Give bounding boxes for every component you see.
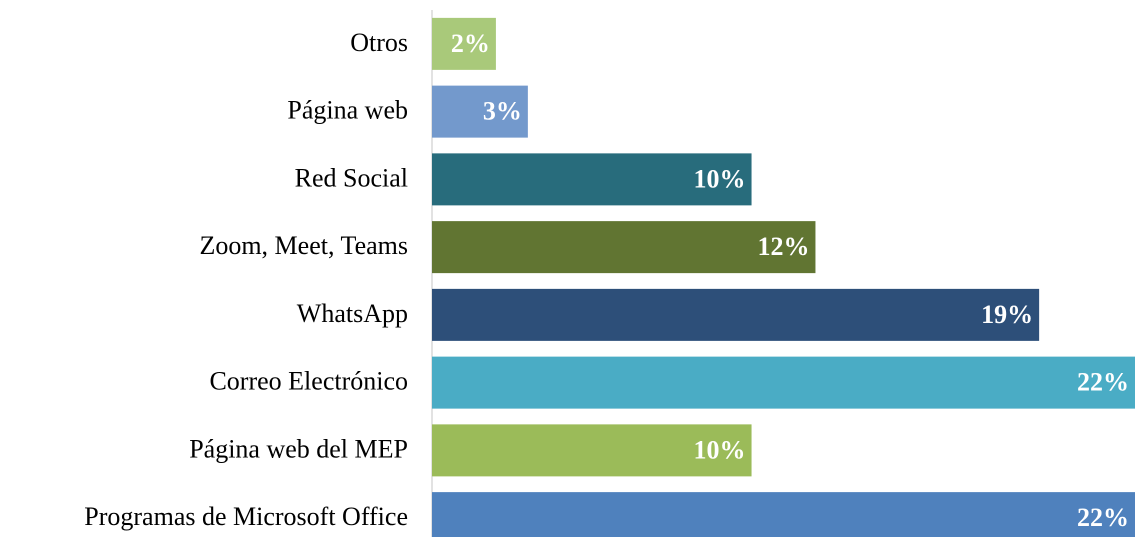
bar [432,356,1135,409]
value-label: 3% [483,97,522,126]
bar [432,492,1135,537]
category-label: Red Social [295,163,408,192]
value-label: 22% [1077,368,1129,397]
category-label: Página web del MEP [189,434,408,463]
bar [432,288,1040,341]
value-label: 2% [451,29,490,58]
category-label: WhatsApp [297,299,408,328]
value-label: 10% [694,164,746,193]
bar [432,424,752,477]
value-label: 22% [1077,503,1129,532]
category-label: Programas de Microsoft Office [84,502,408,531]
bar [432,153,752,206]
value-label: 19% [981,300,1033,329]
value-label: 12% [757,232,809,261]
category-label: Zoom, Meet, Teams [199,231,408,260]
bar [432,221,816,274]
bar [432,17,496,70]
value-label: 10% [694,435,746,464]
category-label: Otros [350,28,408,57]
category-label: Correo Electrónico [209,367,408,396]
bar [432,85,528,138]
category-label: Página web [287,96,408,125]
